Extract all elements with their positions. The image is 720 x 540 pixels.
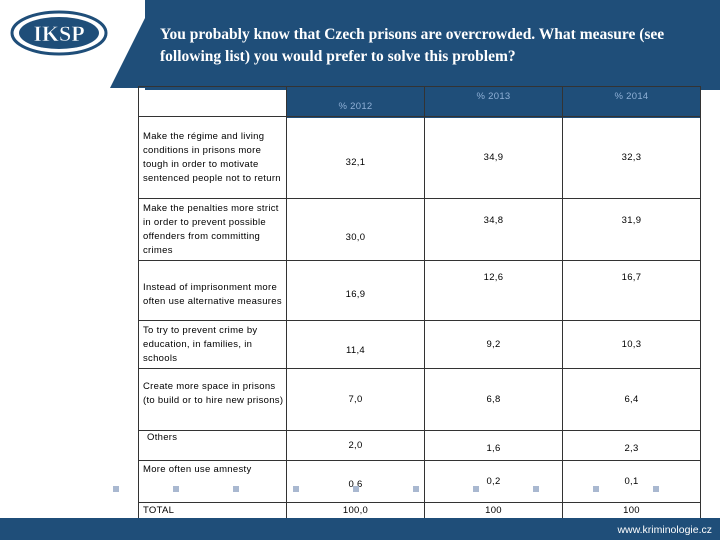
- decorative-dot: [173, 486, 179, 492]
- row-value-2012: 32,1: [286, 116, 425, 199]
- decorative-dot: [233, 486, 239, 492]
- row-value-2012: 2,0: [286, 430, 425, 461]
- iksp-logo: IKSP: [10, 10, 108, 56]
- column-header-2012: % 2012: [286, 86, 425, 117]
- row-value-2014: 16,7: [562, 260, 701, 321]
- row-label: TOTAL: [138, 502, 287, 519]
- table-row: Instead of imprisonment more often use a…: [138, 260, 701, 321]
- table-row: Others 2,0 1,6 2,3: [138, 430, 701, 461]
- decorative-dot: [653, 486, 659, 492]
- decorative-dot: [413, 486, 419, 492]
- row-label: To try to prevent crime by education, in…: [138, 320, 287, 369]
- table-row: Make the régime and living conditions in…: [138, 116, 701, 199]
- row-value-2013: 1,6: [424, 430, 563, 461]
- decorative-dot: [593, 486, 599, 492]
- decorative-dot: [533, 486, 539, 492]
- row-value-2012: 0,6: [286, 460, 425, 503]
- row-value-2013: 34,9: [424, 116, 563, 199]
- decorative-dot: [353, 486, 359, 492]
- row-value-2014: 6,4: [562, 368, 701, 431]
- header-empty-cell: [138, 86, 287, 117]
- row-label: Make the régime and living conditions in…: [138, 116, 287, 199]
- row-value-2012: 11,4: [286, 320, 425, 369]
- column-header-2013: % 2013: [424, 86, 563, 117]
- row-value-2013: 100: [424, 502, 563, 519]
- row-value-2013: 9,2: [424, 320, 563, 369]
- column-header-2014: % 2014: [562, 86, 701, 117]
- decorative-dot: [293, 486, 299, 492]
- row-label: Make the penalties more strict in order …: [138, 198, 287, 261]
- row-value-2013: 12,6: [424, 260, 563, 321]
- decorative-dot: [113, 486, 119, 492]
- row-value-2013: 34,8: [424, 198, 563, 261]
- results-table: % 2012 % 2013 % 2014 Make the régime and…: [138, 86, 701, 519]
- decorative-dot: [473, 486, 479, 492]
- row-value-2014: 10,3: [562, 320, 701, 369]
- footer-bar: [0, 518, 720, 540]
- table-row: More often use amnesty 0,6 0,2 0,1: [138, 460, 701, 503]
- table-row: To try to prevent crime by education, in…: [138, 320, 701, 369]
- logo-text: IKSP: [33, 21, 84, 46]
- row-value-2014: 100: [562, 502, 701, 519]
- row-value-2014: 0,1: [562, 460, 701, 503]
- row-label: More often use amnesty: [138, 460, 287, 503]
- table-row: Make the penalties more strict in order …: [138, 198, 701, 261]
- row-value-2013: 6,8: [424, 368, 563, 431]
- title-bar: [145, 0, 720, 90]
- table-total-row: TOTAL 100,0 100 100: [138, 502, 701, 519]
- footer-link[interactable]: www.kriminologie.cz: [617, 524, 712, 536]
- row-value-2012: 30,0: [286, 198, 425, 261]
- row-label: Others: [138, 430, 287, 461]
- row-value-2014: 31,9: [562, 198, 701, 261]
- row-value-2014: 2,3: [562, 430, 701, 461]
- row-value-2013: 0,2: [424, 460, 563, 503]
- row-value-2012: 7,0: [286, 368, 425, 431]
- table-header-row: % 2012 % 2013 % 2014: [138, 86, 701, 117]
- page-title: You probably know that Czech prisons are…: [160, 26, 665, 65]
- row-label: Create more space in prisons (to build o…: [138, 368, 287, 431]
- row-value-2012: 16,9: [286, 260, 425, 321]
- row-value-2014: 32,3: [562, 116, 701, 199]
- table-row: Create more space in prisons (to build o…: [138, 368, 701, 431]
- row-value-2012: 100,0: [286, 502, 425, 519]
- row-label: Instead of imprisonment more often use a…: [138, 260, 287, 321]
